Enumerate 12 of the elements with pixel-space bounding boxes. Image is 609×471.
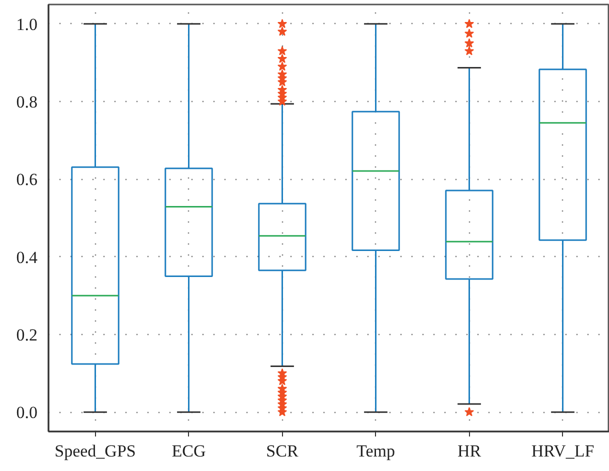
y-tick-label: 0.6 <box>16 170 38 190</box>
y-tick-label: 0.0 <box>16 403 38 422</box>
y-tick-label: 0.8 <box>16 92 38 112</box>
x-tick-label: Speed_GPS <box>54 442 136 460</box>
y-tick-label: 0.2 <box>16 325 38 344</box>
x-tick-label: HR <box>457 442 482 460</box>
x-tick-label: ECG <box>172 442 206 460</box>
x-tick-label: HRV_LF <box>531 442 594 460</box>
x-tick-label: SCR <box>266 442 299 460</box>
y-tick-label: 0.4 <box>16 248 38 267</box>
y-tick-label: 1.0 <box>16 14 38 34</box>
x-tick-label: Temp <box>356 442 395 460</box>
